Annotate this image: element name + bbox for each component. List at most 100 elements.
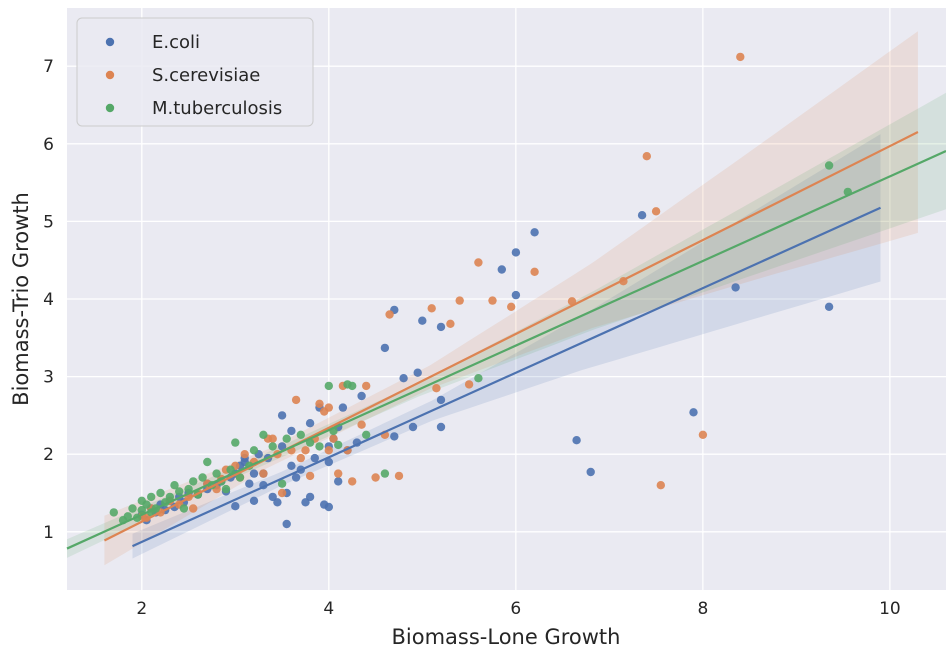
data-point <box>296 430 305 439</box>
x-tick-label: 8 <box>697 599 708 619</box>
data-point <box>394 471 404 481</box>
data-point <box>221 484 231 494</box>
data-point <box>572 436 581 445</box>
data-point <box>348 477 357 486</box>
legend-label: M.tuberculosis <box>152 98 282 119</box>
data-point <box>824 302 834 311</box>
data-point <box>418 316 427 325</box>
data-point <box>287 461 296 470</box>
data-point <box>240 450 249 459</box>
data-point <box>128 504 137 513</box>
data-point <box>362 430 371 439</box>
x-tick-labels: 2 4 6 8 10 <box>136 599 900 619</box>
y-axis-label: Biomass-Trio Growth <box>9 192 33 406</box>
legend-marker <box>105 37 115 47</box>
data-point <box>296 453 305 463</box>
data-point <box>329 434 338 443</box>
data-point <box>380 343 390 353</box>
data-point <box>324 446 333 455</box>
data-point <box>736 52 745 62</box>
data-point <box>436 322 446 332</box>
data-point <box>357 391 366 401</box>
data-point <box>324 502 333 512</box>
data-point <box>371 473 380 482</box>
y-tick-label: 2 <box>43 445 54 465</box>
regression-line <box>132 206 881 548</box>
data-point <box>334 477 343 486</box>
data-point <box>455 296 464 305</box>
data-point <box>324 403 333 412</box>
data-point <box>651 207 661 216</box>
data-point <box>282 434 291 443</box>
data-point <box>259 469 268 478</box>
data-point <box>245 479 254 488</box>
confidence-band <box>132 134 881 559</box>
data-point <box>385 310 394 319</box>
data-point <box>334 440 343 450</box>
data-point <box>362 381 371 391</box>
data-point <box>268 442 277 451</box>
legend-marker <box>105 103 115 113</box>
y-tick-label: 4 <box>43 290 54 310</box>
data-point <box>291 473 301 482</box>
data-point <box>338 403 348 412</box>
data-point <box>305 492 315 502</box>
data-point <box>656 481 665 490</box>
data-point <box>277 479 287 488</box>
data-point <box>315 442 324 451</box>
data-point <box>507 302 516 311</box>
data-point <box>165 492 175 502</box>
data-point <box>474 374 483 383</box>
legend-label: E.coli <box>152 32 200 53</box>
data-point <box>324 381 333 391</box>
data-point <box>305 471 315 481</box>
data-point <box>698 430 708 439</box>
data-point <box>287 426 296 436</box>
data-point <box>109 508 119 517</box>
legend-label: S.cerevisiae <box>152 65 260 86</box>
data-point <box>259 430 268 439</box>
x-tick-label: 2 <box>136 599 147 619</box>
data-point <box>212 469 221 478</box>
data-point <box>179 504 189 513</box>
data-point <box>277 411 287 420</box>
data-point <box>123 512 132 521</box>
y-tick-label: 6 <box>43 135 54 155</box>
data-point <box>380 469 390 478</box>
data-point <box>637 211 647 220</box>
data-point <box>399 374 408 383</box>
y-tick-label: 3 <box>43 368 54 388</box>
x-axis-label: Biomass-Lone Growth <box>392 625 621 647</box>
data-point <box>226 465 235 474</box>
data-point <box>408 422 418 432</box>
data-point <box>198 473 207 482</box>
data-point <box>268 434 277 443</box>
data-point <box>530 267 539 276</box>
data-point <box>436 422 446 432</box>
data-point <box>488 296 497 305</box>
data-point <box>310 453 319 463</box>
data-point <box>432 384 441 393</box>
data-point <box>156 488 165 498</box>
data-point <box>511 248 521 257</box>
data-point <box>235 473 245 482</box>
data-point <box>315 399 324 408</box>
data-point <box>530 228 539 237</box>
data-point <box>231 438 240 447</box>
regression-line <box>103 131 919 542</box>
data-point <box>277 488 287 498</box>
data-point <box>249 496 259 505</box>
data-point <box>189 477 198 486</box>
data-point <box>446 319 455 328</box>
data-point <box>436 395 446 405</box>
x-tick-label: 6 <box>510 599 521 619</box>
data-point <box>689 408 698 417</box>
data-point <box>731 283 740 292</box>
data-point <box>273 498 282 507</box>
legend: E.coli S.cerevisiae M.tuberculosis <box>76 17 314 127</box>
data-point <box>291 395 301 405</box>
data-point <box>464 380 474 389</box>
data-point <box>231 502 240 511</box>
x-tick-label: 4 <box>323 599 334 619</box>
x-tick-label: 10 <box>879 599 901 619</box>
